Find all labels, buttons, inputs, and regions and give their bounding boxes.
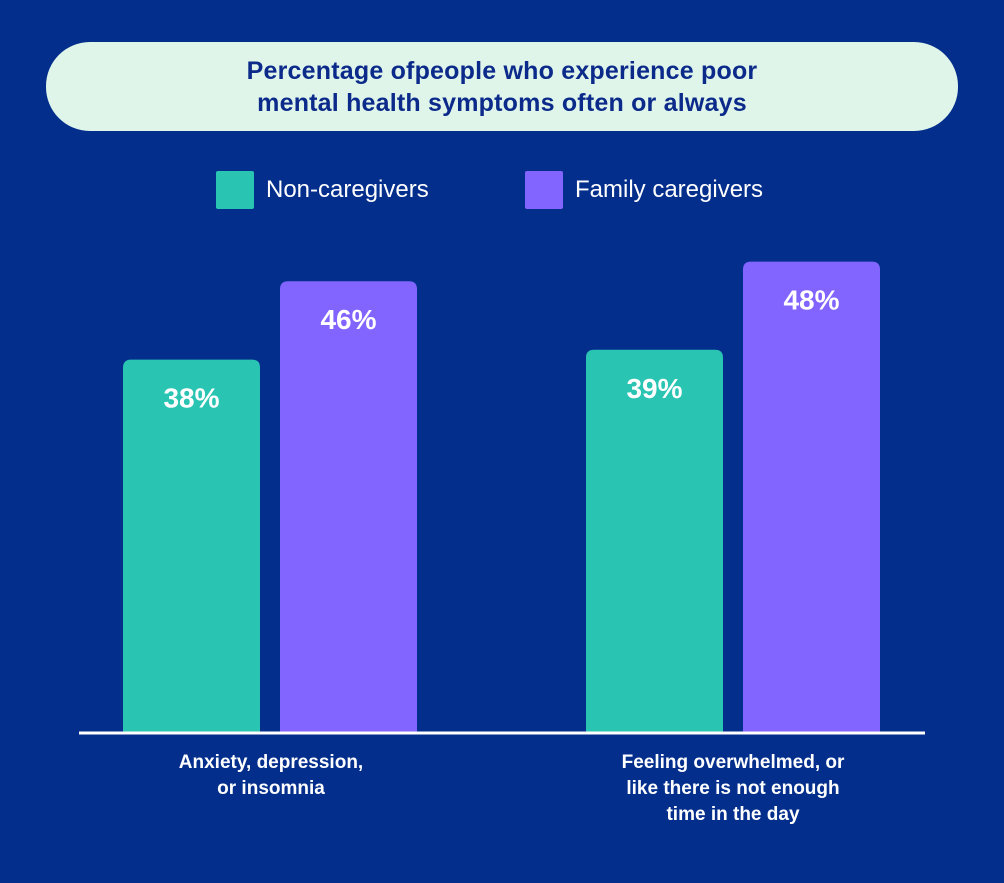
chart-legend: Non-caregivers Family caregivers <box>0 168 1004 212</box>
bar-anxiety-family-caregivers <box>280 281 417 732</box>
category-label-anxiety-line-2: or insomnia <box>217 778 325 799</box>
bar-anxiety-non-caregivers <box>123 359 260 732</box>
bar-overwhelmed-non-caregivers <box>586 349 723 732</box>
bar-overwhelmed-family-caregivers <box>743 261 880 732</box>
chart-title: Percentage ofpeople who experience poor … <box>247 55 758 119</box>
value-label-overwhelmed-family-caregivers: 48% <box>783 285 839 316</box>
chart-title-banner: Percentage ofpeople who experience poor … <box>46 42 958 131</box>
category-label-overwhelmed-line-1: Feeling overwhelmed, or <box>621 752 845 773</box>
category-label-overwhelmed-line-2: like there is not enough <box>626 778 840 799</box>
chart-title-line-1: Percentage ofpeople who experience poor <box>246 56 758 85</box>
value-label-anxiety-family-caregivers: 46% <box>320 304 376 335</box>
legend-swatch-non-caregivers <box>216 171 254 209</box>
value-label-anxiety-non-caregivers: 38% <box>163 383 219 414</box>
legend-label-family-caregivers: Family caregivers <box>575 176 764 203</box>
chart-title-line-2: mental health symptoms often or always <box>257 88 747 117</box>
category-label-overwhelmed: Feeling overwhelmed, or like there is no… <box>583 750 883 828</box>
value-label-overwhelmed-non-caregivers: 39% <box>626 373 682 404</box>
legend-item-family-caregivers: Family caregivers <box>525 168 763 212</box>
category-label-overwhelmed-line-3: time in the day <box>666 804 800 825</box>
legend-swatch-family-caregivers <box>525 171 563 209</box>
category-label-anxiety-line-1: Anxiety, depression, <box>178 752 364 773</box>
category-label-anxiety: Anxiety, depression, or insomnia <box>131 750 411 802</box>
legend-label-non-caregivers: Non-caregivers <box>266 176 429 203</box>
legend-item-non-caregivers: Non-caregivers <box>216 168 429 212</box>
